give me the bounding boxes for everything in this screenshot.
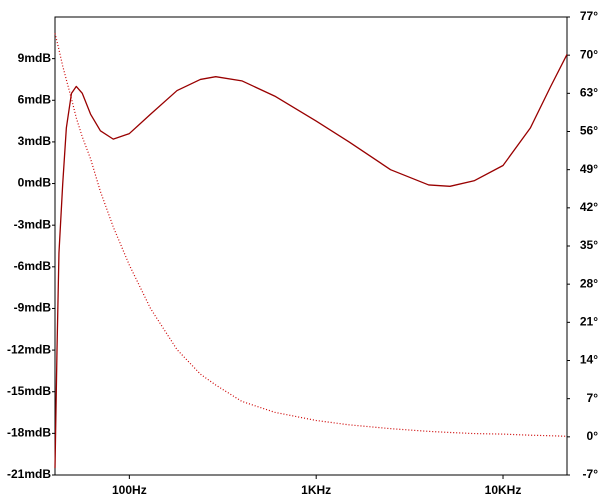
y-tick-label: 0mdB — [18, 176, 52, 190]
y-tick-label: -9mdB — [14, 301, 52, 315]
y-tick-label: 9mdB — [18, 51, 52, 65]
y2-tick-label: 56° — [580, 124, 598, 138]
y2-tick-label: 28° — [580, 276, 598, 290]
series-line — [54, 33, 568, 437]
y2-tick-label: 42° — [580, 200, 598, 214]
plot-frame — [54, 16, 568, 476]
y2-tick-label: 21° — [580, 315, 598, 329]
y-tick-label: -12mdB — [7, 342, 51, 356]
y2-tick-label: 0° — [587, 429, 599, 443]
y2-tick-label: 7° — [587, 391, 599, 405]
y2-tick-label: 70° — [580, 47, 598, 61]
y-tick-label: -18mdB — [7, 426, 51, 440]
x-tick-label: 1KHz — [301, 483, 331, 497]
x-tick-label: 100Hz — [112, 483, 147, 497]
y-tick-label: -15mdB — [7, 384, 51, 398]
x-tick-label: 10KHz — [485, 483, 522, 497]
y-tick-label: -21mdB — [7, 467, 51, 481]
y2-tick-label: 63° — [580, 86, 598, 100]
y-tick-label: -3mdB — [14, 217, 52, 231]
y-tick-label: -6mdB — [14, 259, 52, 273]
y-tick-label: 3mdB — [18, 134, 52, 148]
y2-tick-label: 14° — [580, 353, 598, 367]
y2-tick-label: -7° — [583, 467, 599, 481]
series-line — [54, 54, 568, 469]
y2-tick-label: 77° — [580, 9, 598, 23]
y2-tick-label: 35° — [580, 238, 598, 252]
y2-tick-label: 49° — [580, 162, 598, 176]
y-tick-label: 6mdB — [18, 92, 52, 106]
